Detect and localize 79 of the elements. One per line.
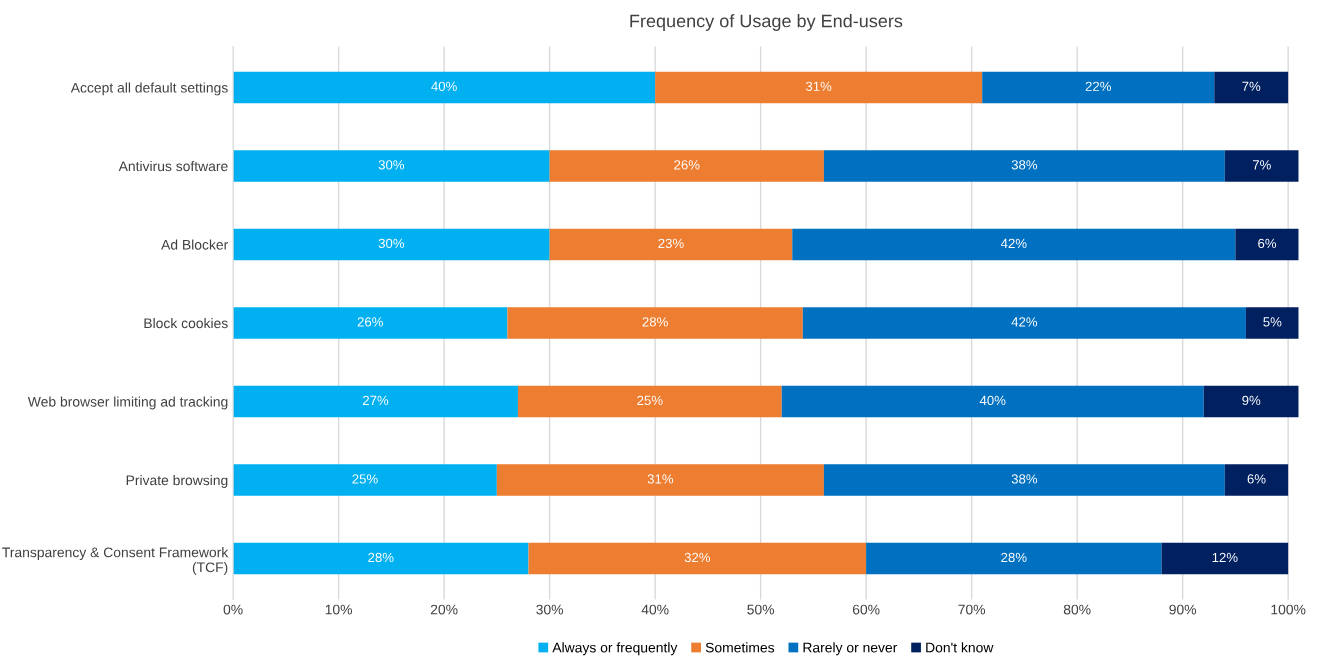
- chart-title: Frequency of Usage by End-users: [630, 14, 903, 31]
- legend-label: Don't know: [926, 642, 994, 653]
- data-label: 30%: [378, 238, 405, 249]
- bar: [549, 150, 824, 182]
- bar: [233, 71, 656, 104]
- legend-label: Sometimes: [705, 642, 775, 653]
- bar: [496, 464, 824, 496]
- data-label: 6%: [1247, 474, 1266, 484]
- data-label: 7%: [1252, 160, 1271, 170]
- y-tick-label: Private browsing: [126, 475, 228, 488]
- bar: [823, 464, 1225, 496]
- data-label: 12%: [1212, 552, 1238, 563]
- bar: [1245, 307, 1299, 339]
- legend-label: Always or frequently: [552, 642, 678, 656]
- data-label: 40%: [431, 81, 457, 91]
- x-tick-label: 90%: [1169, 604, 1197, 615]
- data-label: 31%: [647, 474, 674, 484]
- y-tick-label: Antivirus software: [118, 160, 228, 172]
- bar: [1235, 228, 1299, 261]
- data-label: 27%: [362, 395, 389, 406]
- data-label: 26%: [674, 160, 700, 170]
- bar: [233, 307, 508, 339]
- data-label: 31%: [805, 81, 832, 91]
- data-label: 40%: [979, 395, 1006, 406]
- x-tick-label: 0%: [223, 604, 243, 615]
- bar: [233, 228, 550, 261]
- x-tick-label: 100%: [1271, 604, 1306, 615]
- bar: [792, 228, 1236, 261]
- data-label: 30%: [378, 160, 405, 170]
- bar: [528, 542, 867, 575]
- x-tick-label: 70%: [958, 604, 986, 615]
- data-label: 28%: [1001, 552, 1027, 563]
- bar: [233, 385, 518, 418]
- bar: [781, 385, 1204, 418]
- data-label: 9%: [1242, 395, 1261, 406]
- data-label: 5%: [1263, 317, 1282, 327]
- x-tick-label: 30%: [536, 604, 564, 615]
- y-tick-label: Web browser limiting ad tracking: [27, 396, 228, 410]
- y-tick-label: Block cookies: [144, 317, 228, 329]
- data-label: 7%: [1242, 81, 1261, 91]
- y-tick-label: Ad Blocker: [161, 239, 229, 250]
- data-label: 25%: [352, 474, 378, 484]
- data-label: 42%: [1011, 317, 1038, 327]
- data-label: 6%: [1258, 238, 1277, 249]
- y-tick-label: Accept all default settings: [70, 82, 228, 96]
- data-label: 42%: [1000, 238, 1027, 248]
- bar: [1161, 542, 1289, 575]
- y-tick-label: Transparency & Consent Framework (TCF): [2, 547, 229, 575]
- x-tick-label: 60%: [852, 604, 880, 615]
- bar: [1214, 71, 1289, 104]
- x-tick-label: 20%: [430, 604, 458, 615]
- data-label: 32%: [684, 552, 711, 563]
- bar: [1224, 464, 1289, 496]
- x-tick-label: 40%: [641, 604, 669, 615]
- legend-label: Rarely or never: [803, 642, 898, 656]
- bar: [517, 385, 782, 418]
- bar: [866, 542, 1162, 575]
- bar: [507, 307, 803, 339]
- data-label: 25%: [637, 395, 663, 406]
- data-label: 26%: [357, 317, 383, 327]
- bar: [802, 307, 1246, 339]
- data-label: 38%: [1011, 160, 1038, 170]
- bar: [233, 464, 497, 496]
- data-label: 38%: [1011, 474, 1038, 484]
- data-label: 22%: [1085, 81, 1111, 91]
- data-label: 23%: [658, 238, 684, 249]
- data-label: 28%: [642, 317, 668, 327]
- bar: [233, 542, 529, 575]
- data-label: 28%: [368, 552, 394, 563]
- bar: [655, 71, 983, 104]
- x-tick-label: 10%: [325, 604, 353, 615]
- bar: [549, 228, 793, 261]
- bar: [823, 150, 1225, 182]
- bar: [982, 71, 1215, 104]
- bar: [233, 150, 550, 182]
- x-tick-label: 50%: [747, 604, 775, 615]
- bar: [1224, 150, 1299, 182]
- x-tick-label: 80%: [1063, 604, 1091, 615]
- bar: [1203, 385, 1299, 418]
